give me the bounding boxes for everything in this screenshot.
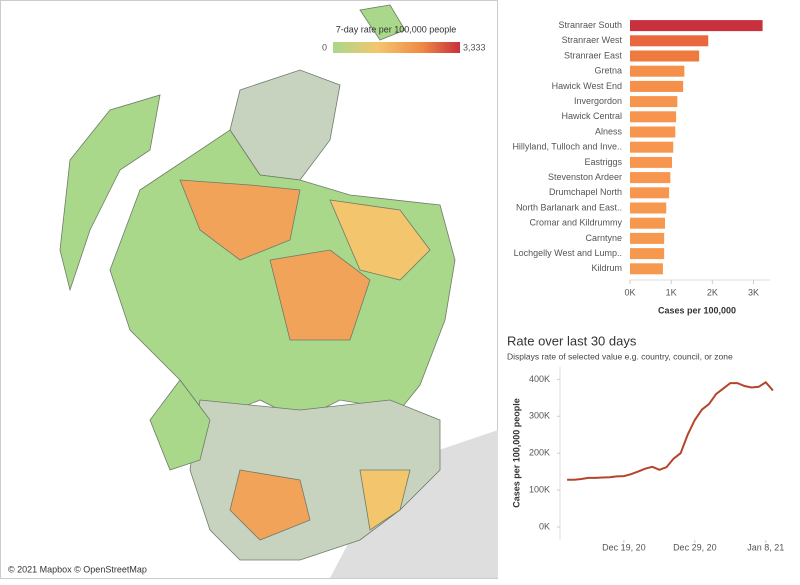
bar: [630, 141, 674, 153]
x-tick-label: Dec 19, 20: [602, 542, 646, 552]
x-tick-label: 1K: [666, 287, 677, 297]
bar-label: Stevenston Ardeer: [548, 172, 622, 182]
bar-label: Hawick West End: [552, 81, 622, 91]
map-region: [359, 469, 411, 531]
legend-title: 7-day rate per 100,000 people: [336, 24, 457, 34]
map-island: [59, 94, 161, 292]
y-tick-label: 300K: [529, 411, 550, 421]
y-tick-label: 0K: [539, 521, 550, 531]
bar-label: Lochgelly West and Lump..: [514, 248, 622, 258]
bar: [630, 232, 665, 244]
bar-label: Eastriggs: [584, 157, 622, 167]
legend-min: 0: [322, 42, 327, 52]
map-england: [330, 430, 498, 578]
bar-label: Gretna: [594, 66, 622, 76]
chart-subtitle: Displays rate of selected value e.g. cou…: [507, 351, 733, 361]
bar: [630, 156, 672, 168]
bar-label: Hillyland, Tulloch and Inve..: [512, 142, 622, 152]
bar-label: Drumchapel North: [549, 187, 622, 197]
bar: [630, 20, 763, 32]
bar: [630, 217, 665, 229]
bar: [630, 50, 700, 62]
x-tick-label: 2K: [707, 287, 718, 297]
x-tick-label: Jan 8, 21: [747, 542, 784, 552]
bar-label: Alness: [595, 126, 623, 136]
x-axis-label: Cases per 100,000: [658, 305, 736, 315]
chart-title: Rate over last 30 days: [507, 333, 637, 348]
bar-label: Carntyne: [585, 233, 622, 243]
y-tick-label: 400K: [529, 374, 550, 384]
bar: [630, 263, 663, 275]
bar: [630, 35, 709, 47]
bar: [630, 65, 685, 77]
y-axis-label: Cases per 100,000 people: [511, 398, 521, 508]
map-attribution: © 2021 Mapbox © OpenStreetMap: [8, 564, 147, 574]
bar: [630, 111, 677, 123]
line-series: [567, 380, 774, 481]
map-orkney: [359, 4, 406, 41]
y-tick-label: 100K: [529, 484, 550, 494]
bar: [630, 187, 670, 199]
bar-label: Kildrum: [591, 263, 622, 273]
map-region: [179, 179, 301, 261]
bar: [630, 248, 665, 260]
bar: [630, 80, 684, 92]
legend-gradient: [333, 42, 460, 53]
bar-label: Invergordon: [574, 96, 622, 106]
map-region: [269, 249, 371, 341]
bar-label: Stranraer South: [558, 20, 622, 30]
bar: [630, 172, 671, 184]
y-tick-label: 200K: [529, 448, 550, 458]
x-tick-label: 3K: [748, 287, 759, 297]
map: [59, 4, 498, 578]
bar: [630, 96, 678, 108]
map-region: [229, 469, 311, 541]
x-tick-label: 0K: [624, 287, 635, 297]
bar-label: Hawick Central: [561, 111, 622, 121]
x-tick-label: Dec 29, 20: [673, 542, 717, 552]
bar: [630, 126, 676, 138]
map-west: [149, 379, 211, 471]
bar-label: Stranraer East: [564, 50, 623, 60]
map-region: [329, 199, 431, 281]
legend-max: 3,333: [463, 42, 486, 52]
bar-label: Cromar and Kildrummy: [529, 218, 622, 228]
bar: [630, 202, 667, 214]
bar-label: Stranraer West: [562, 35, 623, 45]
bar-label: North Barlanark and East..: [516, 202, 622, 212]
